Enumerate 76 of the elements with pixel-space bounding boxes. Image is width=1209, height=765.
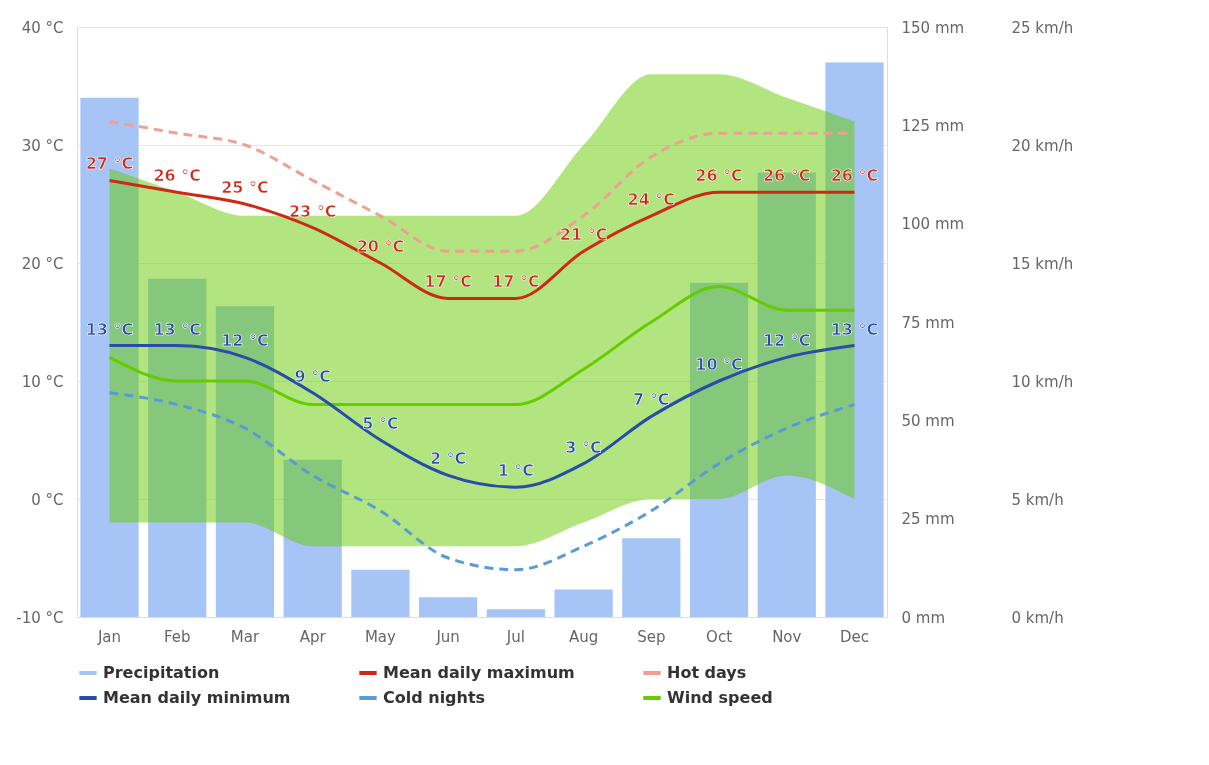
x-tick-label: Aug: [568, 627, 599, 646]
data-label: 20 °C: [356, 237, 405, 256]
data-label: 1 °C: [497, 461, 535, 481]
y3-tick-label: 20 km/h: [1011, 136, 1074, 155]
x-tick-label: Sep: [637, 627, 666, 646]
data-label: 24 °C: [627, 189, 676, 209]
y2-tick-label: 125 mm: [901, 116, 965, 135]
data-label: 26 °C: [153, 166, 202, 186]
data-label: 12 °C: [221, 331, 269, 351]
data-label: 26 °C: [762, 166, 811, 186]
y2-tick-label: 50 mm: [901, 411, 955, 430]
data-label: 10 °C: [695, 355, 743, 374]
bar: [215, 306, 275, 617]
y2-tick-label: 75 mm: [901, 313, 955, 332]
data-label: 17 °C: [424, 272, 472, 292]
y2-tick-label: 150 mm: [901, 18, 965, 37]
x-tick-label: May: [364, 627, 397, 646]
line-series: [108, 119, 856, 253]
line-series: [108, 285, 856, 407]
legend-label: Wind speed: [667, 688, 773, 707]
y-tick-label: 30 °C: [21, 136, 64, 155]
data-label: 26 °C: [830, 166, 879, 186]
data-label: 25 °C: [221, 178, 269, 197]
legend-label: Mean daily minimum: [103, 688, 291, 707]
legend-label: Hot days: [667, 663, 747, 682]
bar: [689, 282, 749, 617]
bar: [80, 97, 139, 617]
x-tick-label: Mar: [230, 627, 260, 646]
x-tick-label: Jul: [505, 627, 525, 646]
y3-tick-label: 10 km/h: [1011, 372, 1074, 391]
bar: [351, 569, 410, 617]
data-label: 7 °C: [633, 390, 670, 410]
legend-label: Precipitation: [103, 663, 220, 682]
y3-tick-label: 15 km/h: [1011, 254, 1074, 273]
y-tick-label: -10 °C: [16, 608, 64, 627]
bar: [283, 459, 342, 617]
y3-tick-label: 5 km/h: [1011, 490, 1064, 509]
bar: [419, 597, 478, 617]
data-label: 13 °C: [85, 319, 134, 339]
y2-tick-label: 0 mm: [901, 608, 946, 627]
data-label: 3 °C: [565, 437, 602, 457]
x-tick-label: Apr: [299, 627, 327, 646]
y-tick-label: 0 °C: [31, 490, 64, 509]
data-label: 27 °C: [85, 154, 134, 174]
y-tick-label: 20 °C: [21, 254, 64, 273]
data-label: 21 °C: [559, 225, 608, 245]
data-label: 13 °C: [153, 319, 202, 339]
y2-tick-label: 100 mm: [901, 215, 965, 234]
x-tick-label: Feb: [163, 627, 191, 646]
bar: [148, 278, 207, 617]
x-tick-label: Dec: [839, 627, 870, 646]
data-label: 17 °C: [492, 272, 540, 292]
data-label: 5 °C: [362, 414, 399, 433]
bar: [554, 589, 613, 617]
y3-tick-label: 25 km/h: [1011, 18, 1074, 37]
data-label: 26 °C: [695, 166, 743, 186]
x-tick-label: Nov: [772, 627, 802, 646]
line-series: [108, 344, 856, 489]
legend-label: Cold nights: [383, 688, 486, 707]
bar: [825, 62, 884, 617]
y-tick-label: 10 °C: [21, 372, 64, 391]
data-label: 12 °C: [762, 331, 811, 351]
y-tick-label: 40 °C: [21, 18, 64, 37]
data-label: 9 °C: [294, 366, 331, 386]
bar: [486, 609, 545, 617]
bar: [622, 538, 681, 617]
data-label: 23 °C: [288, 201, 337, 221]
data-label: 2 °C: [429, 449, 467, 469]
legend-label: Mean daily maximum: [383, 663, 575, 682]
x-tick-label: Jan: [96, 627, 122, 646]
x-tick-label: Oct: [706, 627, 733, 646]
y3-tick-label: 0 km/h: [1011, 608, 1064, 627]
data-label: 13 °C: [830, 319, 879, 339]
y2-tick-label: 25 mm: [901, 510, 955, 529]
line-series: [108, 391, 856, 572]
x-tick-label: Jun: [435, 627, 460, 646]
